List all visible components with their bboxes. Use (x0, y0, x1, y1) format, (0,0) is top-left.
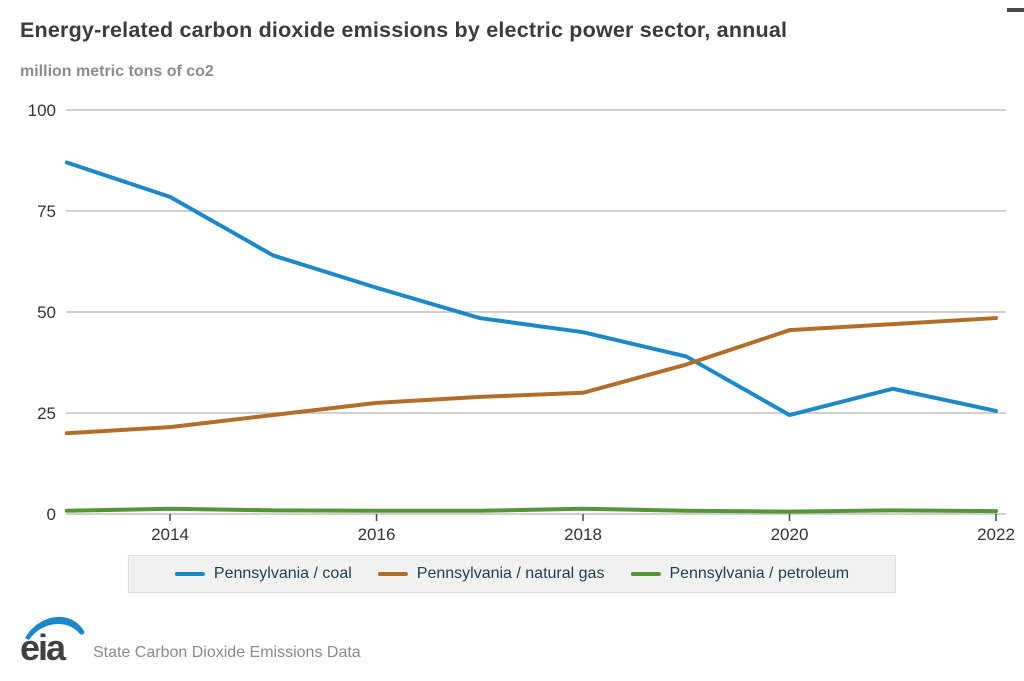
x-tick-label-2016: 2016 (358, 525, 396, 544)
x-tick-label-2018: 2018 (564, 525, 602, 544)
eia-logo-text: eia (20, 627, 67, 668)
series-line-petroleum (64, 506, 998, 514)
legend-swatch-icon (174, 572, 205, 576)
y-tick-label-75: 75 (37, 202, 56, 221)
eia-logo-swoosh (25, 616, 85, 640)
y-tick-label-25: 25 (37, 404, 56, 423)
x-tick-label-2014: 2014 (151, 525, 189, 544)
legend-swatch-icon (377, 572, 408, 576)
chart-legend: Pennsylvania / coal Pennsylvania / natura… (127, 555, 897, 593)
series-line-coal (64, 160, 998, 418)
legend-label: Pennsylvania / petroleum (669, 565, 850, 582)
chart-title: Energy-related carbon dioxide emissions … (20, 18, 788, 42)
eia-logo: eia (20, 616, 85, 668)
y-tick-label-50: 50 (37, 303, 56, 322)
legend-item-natural-gas[interactable]: Pennsylvania / natural gas (377, 565, 605, 583)
legend-swatch-icon (630, 572, 661, 576)
chart-unit-label: million metric tons of co2 (20, 63, 214, 80)
x-tick-label-2022: 2022 (977, 525, 1015, 544)
menu-icon[interactable] (1007, 8, 1024, 12)
series-line-natural-gas (64, 316, 998, 436)
x-tick-label-2020: 2020 (771, 525, 809, 544)
legend-item-coal[interactable]: Pennsylvania / coal (174, 565, 352, 583)
legend-label: Pennsylvania / natural gas (416, 565, 605, 582)
footer-source-label: State Carbon Dioxide Emissions Data (93, 644, 361, 661)
line-chart: 0 25 50 75 100 2014 2016 2018 2020 2022 (28, 101, 1015, 544)
legend-label: Pennsylvania / coal (213, 565, 352, 582)
y-tick-label-100: 100 (28, 101, 56, 120)
y-tick-label-0: 0 (47, 505, 56, 524)
legend-item-petroleum[interactable]: Pennsylvania / petroleum (630, 565, 849, 583)
